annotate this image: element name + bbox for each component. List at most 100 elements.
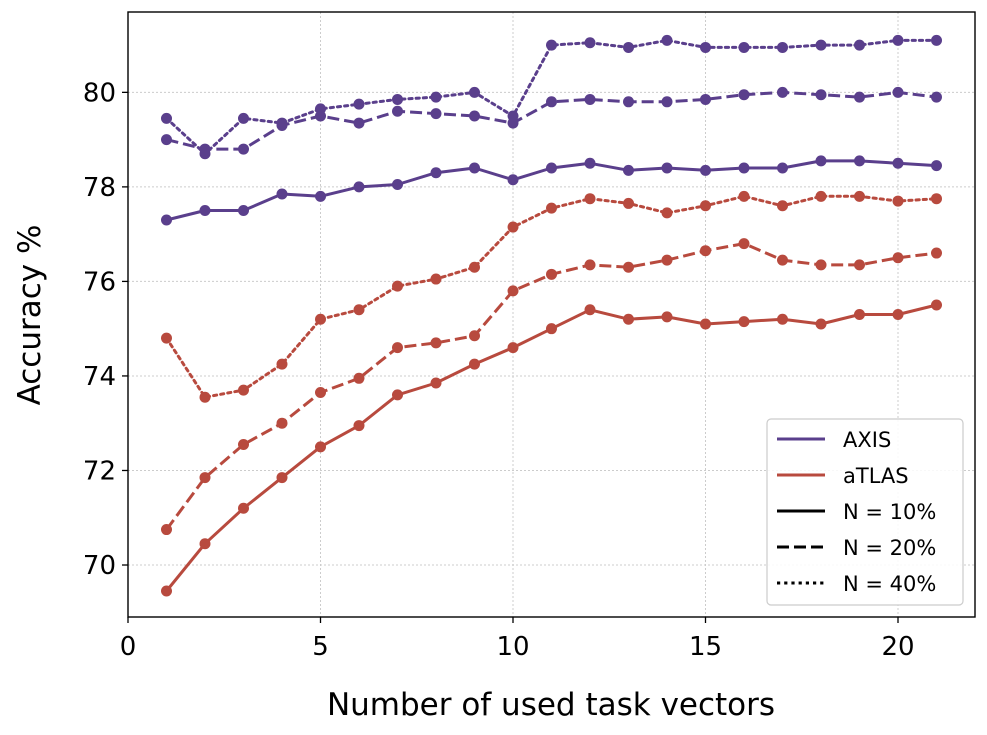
data-point: [584, 37, 596, 49]
data-point: [546, 39, 557, 51]
data-point: [392, 280, 403, 292]
data-point: [931, 299, 942, 311]
data-point: [238, 384, 249, 396]
data-point: [700, 41, 711, 53]
data-point: [199, 148, 211, 160]
series-atlas-dashed: [161, 238, 942, 536]
data-point: [854, 309, 865, 320]
data-point: [854, 39, 865, 51]
data-point: [161, 585, 172, 597]
y-axis-label: Accuracy %: [12, 225, 48, 406]
data-point: [661, 207, 673, 219]
y-tick-label: 72: [83, 456, 116, 486]
data-point: [469, 330, 480, 342]
data-point: [661, 162, 673, 174]
y-tick-label: 78: [83, 173, 116, 203]
data-point: [507, 174, 519, 186]
x-axis-ticks: 0 5 10 15 20: [120, 617, 915, 662]
data-point: [507, 285, 519, 297]
data-point: [353, 420, 365, 432]
data-point: [777, 162, 788, 174]
data-point: [392, 179, 403, 191]
legend-label: N = 20%: [843, 536, 936, 560]
data-point: [161, 214, 172, 226]
data-point: [353, 181, 365, 193]
data-point: [276, 358, 288, 370]
data-point: [777, 313, 788, 325]
data-point: [584, 157, 596, 169]
data-point: [854, 155, 865, 167]
data-point: [931, 193, 942, 205]
data-point: [661, 254, 673, 266]
legend-label: AXIS: [843, 428, 891, 452]
data-point: [700, 200, 711, 212]
data-point: [546, 323, 557, 335]
plot-frame: [127, 11, 976, 618]
data-point: [353, 372, 365, 384]
data-point: [738, 89, 750, 101]
data-point: [469, 86, 480, 98]
y-tick-label: 74: [83, 362, 116, 392]
data-point: [661, 34, 673, 46]
data-point: [623, 197, 634, 209]
data-point: [315, 441, 326, 453]
data-point: [584, 93, 596, 105]
data-point: [161, 332, 172, 344]
data-point: [815, 190, 827, 202]
data-point: [546, 96, 557, 108]
data-point: [507, 342, 519, 354]
data-point: [469, 162, 480, 174]
data-point: [738, 316, 750, 328]
data-point: [623, 164, 634, 176]
data-point: [623, 41, 634, 53]
data-point: [430, 167, 442, 179]
data-point: [161, 112, 172, 124]
data-point: [777, 254, 788, 266]
data-point: [931, 91, 942, 103]
legend-label: N = 40%: [843, 572, 936, 596]
data-point: [469, 358, 480, 370]
data-point: [353, 98, 365, 110]
data-point: [507, 221, 519, 233]
data-point: [700, 318, 711, 330]
data-point: [700, 245, 711, 257]
series-axis-solid: [161, 155, 942, 226]
data-point: [931, 34, 942, 46]
data-point: [392, 93, 403, 105]
data-point: [892, 157, 904, 169]
data-point: [238, 143, 249, 155]
x-tick-label: 10: [496, 632, 529, 662]
data-point: [623, 313, 634, 325]
series-atlas-dotted: [161, 190, 942, 403]
data-point: [469, 110, 480, 122]
data-point: [276, 472, 288, 484]
data-point: [430, 377, 442, 389]
series-layer: [161, 34, 942, 597]
legend-label: aTLAS: [843, 464, 909, 488]
data-point: [623, 261, 634, 273]
x-tick-label: 5: [312, 632, 329, 662]
data-point: [623, 96, 634, 108]
data-point: [584, 259, 596, 271]
data-point: [315, 103, 326, 115]
data-point: [199, 538, 211, 550]
data-point: [353, 304, 365, 316]
data-point: [238, 112, 249, 124]
data-point: [700, 164, 711, 176]
data-point: [777, 41, 788, 53]
data-point: [392, 342, 403, 354]
legend-label: N = 10%: [843, 500, 936, 524]
x-tick-label: 0: [120, 632, 137, 662]
data-point: [238, 205, 249, 217]
data-point: [276, 188, 288, 200]
data-point: [584, 193, 596, 205]
data-point: [469, 261, 480, 273]
data-point: [931, 160, 942, 172]
data-point: [738, 162, 750, 174]
data-point: [430, 91, 442, 103]
data-point: [892, 34, 904, 46]
data-point: [199, 472, 211, 484]
data-point: [854, 91, 865, 103]
data-point: [892, 195, 904, 207]
data-point: [815, 89, 827, 101]
